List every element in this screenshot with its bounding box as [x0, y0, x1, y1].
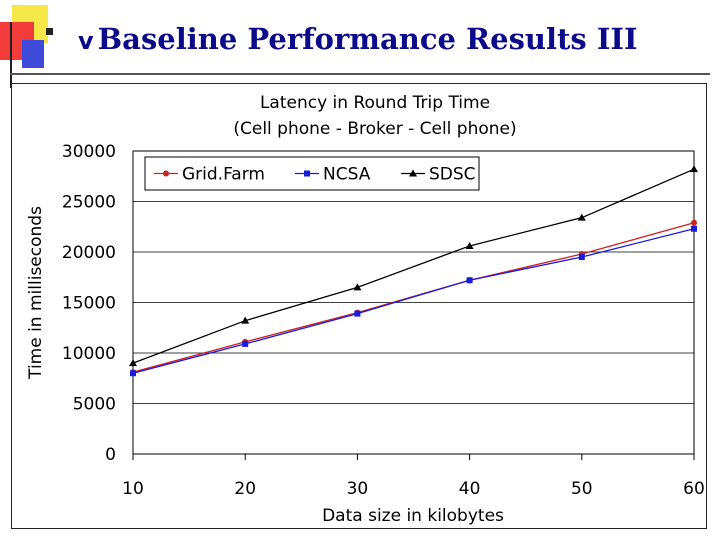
legend-marker-sdsc: [409, 169, 417, 177]
decor-blue-square: [22, 40, 44, 68]
legend-label-grid-farm: Grid.Farm: [182, 165, 265, 185]
x-tick-label: 10: [122, 479, 144, 499]
data-point-sdsc: [577, 213, 586, 221]
data-point-sdsc: [465, 241, 474, 249]
data-point-ncsa: [130, 370, 136, 377]
y-tick-label: 30000: [62, 142, 116, 162]
legend-marker-ncsa: [304, 170, 310, 177]
series-line-sdsc: [132, 168, 695, 364]
data-point-sdsc: [129, 359, 137, 367]
data-point-ncsa: [242, 340, 249, 347]
data-point-ncsa: [354, 310, 361, 317]
data-point-ncsa: [466, 277, 473, 284]
y-tick-label: 15000: [62, 294, 116, 314]
chart-frame: 0 5000 10000 15000 20000 25000 30000 10 20 30 40 50…: [11, 83, 707, 529]
title-underline: [10, 73, 710, 75]
data-point-sdsc: [241, 316, 250, 324]
legend-label-sdsc: SDSC: [429, 165, 476, 185]
y-tick-label: 5000: [73, 395, 116, 415]
series-line-ncsa: [132, 228, 695, 374]
y-tick-label: 20000: [62, 243, 116, 263]
latency-chart: 0 5000 10000 15000 20000 25000 30000 10 20 30 40 50…: [26, 93, 705, 526]
x-tick-label: 20: [234, 479, 256, 499]
data-point-sdsc: [690, 165, 698, 173]
slide-title: v Baseline Performance Results III: [78, 22, 638, 56]
legend-label-ncsa: NCSA: [323, 165, 371, 185]
x-tick-label: 30: [347, 479, 369, 499]
x-tick-label: 60: [683, 479, 705, 499]
title-bullet-icon: v: [78, 27, 94, 55]
x-tick-label: 50: [571, 479, 593, 499]
legend-marker-grid-farm: [163, 170, 169, 177]
data-point-grid-farm: [691, 219, 697, 226]
chart-title-line: Latency in Round Trip Time: [260, 93, 490, 113]
y-tick-label: 10000: [62, 344, 116, 364]
decor-bullet: [46, 28, 53, 35]
y-tick-label: 25000: [62, 193, 116, 213]
x-axis-label: Data size in kilobytes: [322, 506, 504, 526]
chart-title-line: (Cell phone - Broker - Cell phone): [233, 119, 516, 139]
x-tick-label: 40: [459, 479, 481, 499]
data-point-ncsa: [578, 254, 585, 261]
data-point-sdsc: [353, 283, 362, 291]
y-tick-label: 0: [105, 445, 116, 465]
slide-title-text: Baseline Performance Results III: [97, 22, 638, 56]
data-point-ncsa: [691, 225, 697, 232]
decor-vertical-line: [10, 22, 12, 88]
y-axis-label: Time in milliseconds: [26, 206, 46, 380]
